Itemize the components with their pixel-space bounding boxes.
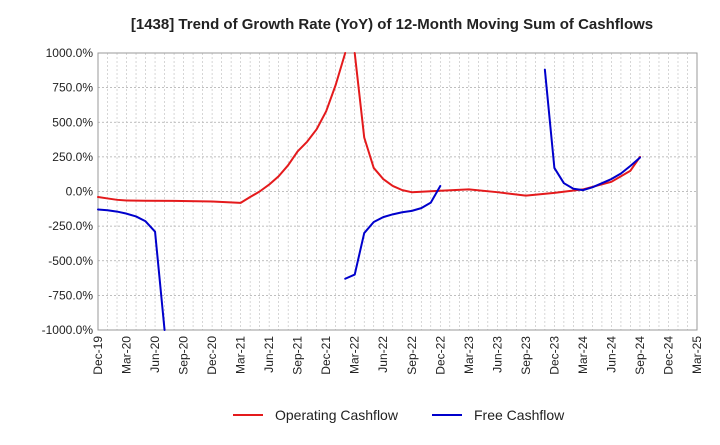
x-tick-label: Mar-24 xyxy=(576,336,590,374)
x-tick-label: Dec-20 xyxy=(205,336,219,375)
series-line xyxy=(97,68,641,331)
x-tick-label: Sep-21 xyxy=(291,336,305,375)
y-tick-label: 500.0% xyxy=(52,115,93,129)
x-tick-label: Dec-19 xyxy=(91,336,105,375)
x-tick-label: Mar-21 xyxy=(234,336,248,374)
x-axis: Dec-19 Mar-20 Jun-20 Sep-20 Dec-20 Mar-21 Jun-… xyxy=(91,336,704,375)
y-tick-label: -250.0% xyxy=(48,219,93,233)
x-tick-label: Mar-20 xyxy=(120,336,134,374)
y-tick-label: 250.0% xyxy=(52,150,93,164)
x-tick-label: Jun-20 xyxy=(148,336,162,373)
x-tick-label: Jun-24 xyxy=(604,336,618,373)
y-tick-label: 1000.0% xyxy=(46,46,94,60)
series-1 xyxy=(97,52,641,204)
legend-label: Operating Cashflow xyxy=(275,407,399,423)
x-tick-label: Jun-22 xyxy=(376,336,390,373)
y-axis: 1000.0% 750.0% 500.0% 250.0% 0.0% -250.0% -500… xyxy=(42,46,94,337)
y-tick-label: -1000.0% xyxy=(42,323,94,337)
x-tick-label: Dec-22 xyxy=(433,336,447,375)
legend-label: Free Cashflow xyxy=(474,407,565,423)
chart-title: [1438] Trend of Growth Rate (YoY) of 12-… xyxy=(131,16,653,33)
y-tick-label: -750.0% xyxy=(48,288,93,302)
x-tick-label: Sep-20 xyxy=(177,336,191,375)
y-tick-label: -500.0% xyxy=(48,254,93,268)
series-lines xyxy=(97,52,641,331)
series-line xyxy=(97,52,641,204)
legend: Operating Cashflow Free Cashflow xyxy=(233,407,565,423)
plot-area xyxy=(97,52,698,331)
x-tick-label: Sep-23 xyxy=(519,336,533,375)
x-tick-label: Jun-23 xyxy=(490,336,504,373)
grid-lines xyxy=(97,52,698,331)
x-tick-label: Mar-23 xyxy=(462,336,476,374)
y-tick-label: 0.0% xyxy=(66,185,94,199)
x-tick-label: Mar-22 xyxy=(348,336,362,374)
x-tick-label: Mar-25 xyxy=(690,336,704,374)
x-tick-label: Dec-21 xyxy=(319,336,333,375)
x-tick-label: Sep-22 xyxy=(405,336,419,375)
series-2 xyxy=(97,68,641,331)
x-tick-label: Jun-21 xyxy=(262,336,276,373)
x-tick-label: Sep-24 xyxy=(633,336,647,375)
y-tick-label: 750.0% xyxy=(52,81,93,95)
x-tick-label: Dec-24 xyxy=(661,336,675,375)
x-tick-label: Dec-23 xyxy=(547,336,561,375)
